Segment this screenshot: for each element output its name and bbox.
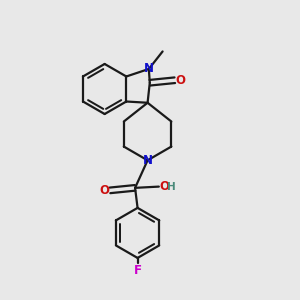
Text: F: F xyxy=(134,264,142,277)
Text: O: O xyxy=(160,180,170,193)
Text: N: N xyxy=(142,154,153,167)
Text: N: N xyxy=(144,62,154,76)
Text: H: H xyxy=(167,182,176,192)
Text: O: O xyxy=(176,74,186,87)
Text: O: O xyxy=(99,184,109,197)
